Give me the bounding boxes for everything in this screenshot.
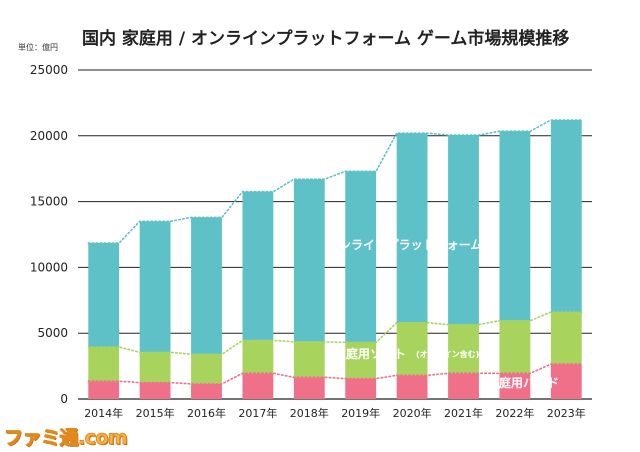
watermark-logo: ファミ通.com	[3, 427, 128, 450]
bar-segment	[242, 191, 274, 341]
trend-lines	[87, 119, 583, 385]
bar-segment	[242, 340, 274, 374]
series-label-home-hardware: 家庭用ハード	[487, 375, 559, 390]
bar-segment	[293, 341, 325, 378]
x-tick-label: 2014年	[84, 406, 123, 420]
y-tick-label: 10000	[30, 260, 68, 274]
bar-segment	[499, 320, 531, 374]
bar-segment	[448, 135, 479, 325]
series-label-online-platform: オンラインプラットフォーム	[327, 237, 482, 252]
chart-title: 国内 家庭用 / オンラインプラットフォーム ゲーム市場規模推移	[82, 28, 569, 49]
unit-label: 単位：億円	[18, 42, 58, 52]
bar-segment	[293, 179, 325, 342]
bar-segment	[550, 120, 582, 313]
bar-segment	[139, 221, 171, 353]
y-tick-label: 15000	[30, 195, 68, 209]
x-tick-label: 2018年	[290, 406, 329, 420]
bar-segment	[448, 373, 479, 399]
bars	[88, 120, 582, 399]
y-tick-label: 0	[60, 392, 68, 406]
bar-segment	[88, 347, 120, 382]
bar-segment	[448, 324, 479, 374]
bar-segment	[88, 243, 120, 348]
bar-segment	[191, 217, 222, 355]
y-tick-label: 25000	[30, 63, 68, 77]
bar-segment	[191, 383, 222, 399]
bar-segment	[345, 378, 377, 399]
series-label-home-software-note: (オンライン含む)	[416, 349, 479, 359]
bar-segment	[139, 352, 171, 383]
x-tick-label: 2017年	[238, 406, 277, 420]
bar-segment	[293, 377, 325, 399]
bar-segment	[139, 382, 171, 399]
bar-segment	[396, 322, 428, 376]
bar-segment	[345, 171, 377, 343]
y-axis-ticks: 0 5000 10000 15000 20000 25000	[30, 63, 68, 406]
x-tick-label: 2021年	[444, 406, 483, 420]
x-tick-label: 2023年	[547, 406, 586, 420]
x-tick-label: 2015年	[136, 406, 175, 420]
bar-segment	[191, 354, 222, 384]
bar-segment	[396, 133, 428, 323]
bar-segment	[88, 381, 120, 399]
y-tick-label: 20000	[30, 129, 68, 143]
bar-segment	[499, 373, 531, 399]
bar-segment	[396, 375, 428, 399]
trend-line	[87, 119, 583, 244]
x-tick-label: 2019年	[341, 406, 380, 420]
bar-segment	[499, 131, 531, 321]
bar-segment	[345, 342, 377, 379]
x-tick-label: 2020年	[393, 406, 432, 420]
bar-segment	[550, 312, 582, 365]
bar-segment	[550, 364, 582, 399]
x-axis-ticks: 2014年 2015年 2016年 2017年 2018年 2019年 2020年 2021年…	[84, 406, 586, 420]
bar-segment	[242, 373, 274, 399]
trend-line	[87, 311, 583, 356]
series-label-home-software: 家庭用ソフト	[334, 346, 406, 361]
y-tick-label: 5000	[37, 326, 68, 340]
x-tick-label: 2022年	[495, 406, 534, 420]
x-tick-label: 2016年	[187, 406, 226, 420]
trend-line	[87, 363, 583, 385]
